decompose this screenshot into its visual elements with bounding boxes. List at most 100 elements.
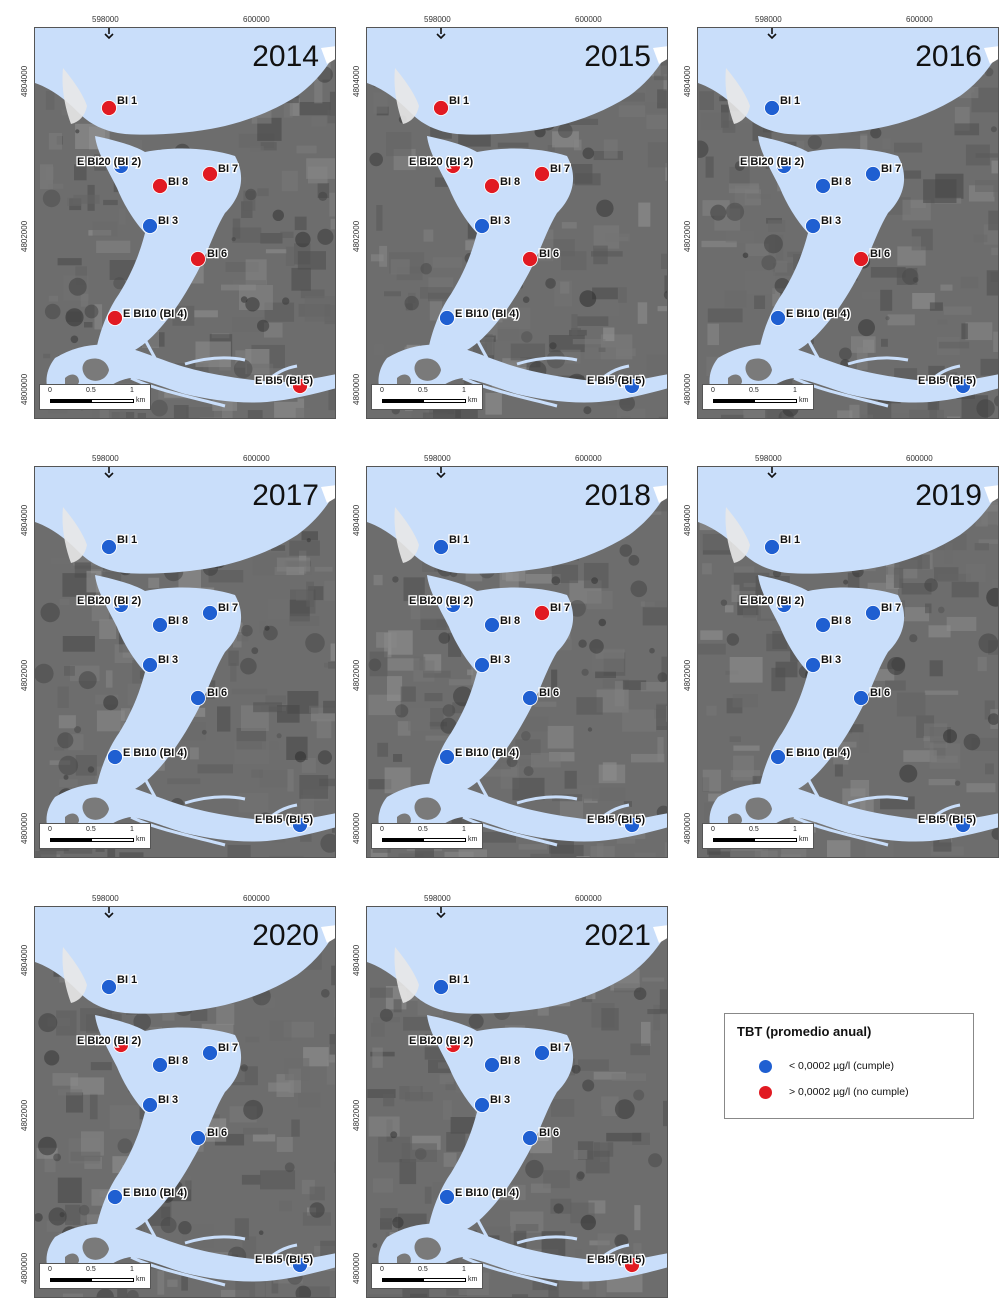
map-panel-2018: 598000 600000 4804000 4802000 4800000 BI 1 E B… [352, 454, 668, 858]
y-tick-label: 4800000 [352, 812, 361, 844]
station-label: BI 1 [780, 95, 800, 107]
year-label: 2014 [252, 40, 319, 73]
x-tick-label: 598000 [424, 454, 451, 463]
scale-bar-fill [50, 838, 92, 842]
station-label: E BI5 (BI 5) [255, 375, 313, 387]
y-tick-label: 4804000 [352, 504, 361, 536]
scale-bar-fill [50, 399, 92, 403]
x-tick-label: 598000 [92, 15, 119, 24]
station-dot-e-bi10-bi-4- [439, 1189, 455, 1205]
station-label: BI 8 [831, 615, 851, 627]
station-label: E BI10 (BI 4) [123, 308, 188, 320]
station-dot-bi-8 [815, 178, 831, 194]
y-tick-label: 4804000 [20, 944, 29, 976]
station-dot-e-bi5-bi-5- [955, 378, 971, 394]
station-label: E BI5 (BI 5) [587, 375, 645, 387]
station-label: E BI20 (BI 2) [740, 595, 805, 607]
scale-unit: km [468, 836, 478, 843]
y-tick-label: 4802000 [352, 659, 361, 691]
scale-tick-label: 0 [48, 1266, 52, 1273]
station-label: BI 7 [881, 602, 901, 614]
station-dot-bi-3 [805, 657, 821, 673]
station-dot-bi-7 [202, 1045, 218, 1061]
year-label: 2017 [252, 479, 319, 512]
y-tick-label: 4804000 [20, 65, 29, 97]
scale-unit: km [136, 836, 146, 843]
station-label: BI 6 [207, 248, 227, 260]
scale-bar-fill [50, 1278, 92, 1282]
year-label: 2015 [584, 40, 651, 73]
year-label: 2018 [584, 479, 651, 512]
station-label: BI 6 [539, 248, 559, 260]
station-dot-bi-6 [190, 690, 206, 706]
station-dot-bi-1 [101, 100, 117, 116]
legend-label-cumple: < 0,0002 µg/l (cumple) [789, 1060, 894, 1072]
map-panel-2015: 598000 600000 4804000 4802000 4800000 BI 1 E B… [352, 15, 668, 419]
station-label: BI 6 [539, 687, 559, 699]
legend-title: TBT (promedio anual) [737, 1024, 872, 1039]
year-label: 2019 [915, 479, 982, 512]
station-label: E BI10 (BI 4) [455, 747, 520, 759]
scale-tick-label: 0 [380, 1266, 384, 1273]
station-label: E BI10 (BI 4) [123, 1187, 188, 1199]
station-dot-bi-8 [484, 178, 500, 194]
scale-bar-fill [713, 399, 755, 403]
scale-bar-fill [382, 838, 424, 842]
scale-unit: km [799, 397, 809, 404]
station-dot-bi-8 [152, 617, 168, 633]
station-label: BI 1 [117, 534, 137, 546]
scale-bar-fill [382, 1278, 424, 1282]
scale-unit: km [468, 1276, 478, 1283]
scale-bar: 0 0.5 1 km [39, 384, 151, 410]
scale-bar-fill [713, 838, 755, 842]
legend-dot-no-cumple [759, 1086, 772, 1099]
station-dot-bi-6 [190, 1130, 206, 1146]
station-label: BI 3 [490, 654, 510, 666]
station-label: BI 3 [158, 654, 178, 666]
y-tick-label: 4802000 [20, 220, 29, 252]
station-dot-e-bi10-bi-4- [107, 310, 123, 326]
scale-tick-label: 0.5 [418, 387, 428, 394]
x-tick-label: 600000 [575, 15, 602, 24]
station-label: BI 6 [207, 1127, 227, 1139]
station-dot-bi-6 [190, 251, 206, 267]
scale-unit: km [799, 836, 809, 843]
y-tick-label: 4804000 [352, 944, 361, 976]
station-label: BI 1 [449, 534, 469, 546]
estuary-water [427, 136, 574, 352]
map-svg: BI 1 E BI20 (BI 2) BI 8 BI 7 BI 3 BI 6 E BI10 … [698, 467, 998, 857]
y-tick-label: 4800000 [20, 812, 29, 844]
station-label: BI 3 [821, 654, 841, 666]
station-label: BI 7 [218, 602, 238, 614]
station-dot-bi-3 [474, 218, 490, 234]
station-dot-bi-6 [522, 690, 538, 706]
station-dot-bi-8 [815, 617, 831, 633]
y-tick-label: 4804000 [683, 504, 692, 536]
station-dot-bi-3 [142, 1097, 158, 1113]
station-dot-e-bi20-bi-2- [113, 158, 129, 174]
map-frame: BI 1 E BI20 (BI 2) BI 8 BI 7 BI 3 BI 6 E BI10 … [34, 466, 336, 858]
station-dot-bi-8 [484, 617, 500, 633]
station-label: E BI20 (BI 2) [77, 156, 142, 168]
map-frame: BI 1 E BI20 (BI 2) BI 8 BI 7 BI 3 BI 6 E BI10 … [697, 466, 999, 858]
y-tick-label: 4802000 [683, 220, 692, 252]
station-label: BI 7 [218, 163, 238, 175]
map-svg: BI 1 E BI20 (BI 2) BI 8 BI 7 BI 3 BI 6 E BI10 … [35, 28, 335, 418]
station-label: E BI5 (BI 5) [255, 814, 313, 826]
map-svg: BI 1 E BI20 (BI 2) BI 8 BI 7 BI 3 BI 6 E BI10 … [367, 28, 667, 418]
scale-tick-label: 1 [462, 826, 466, 833]
station-dot-bi-8 [484, 1057, 500, 1073]
map-svg: BI 1 E BI20 (BI 2) BI 8 BI 7 BI 3 BI 6 E BI10 … [35, 907, 335, 1297]
scale-unit: km [136, 397, 146, 404]
station-dot-bi-1 [433, 100, 449, 116]
scale-tick-label: 0.5 [749, 387, 759, 394]
station-dot-bi-7 [534, 166, 550, 182]
scale-tick-label: 0.5 [86, 826, 96, 833]
x-tick-label: 600000 [575, 894, 602, 903]
station-dot-e-bi10-bi-4- [439, 310, 455, 326]
station-dot-bi-6 [522, 1130, 538, 1146]
station-dot-bi-1 [764, 100, 780, 116]
y-tick-label: 4804000 [352, 65, 361, 97]
y-tick-label: 4800000 [683, 373, 692, 405]
x-tick-label: 600000 [243, 454, 270, 463]
